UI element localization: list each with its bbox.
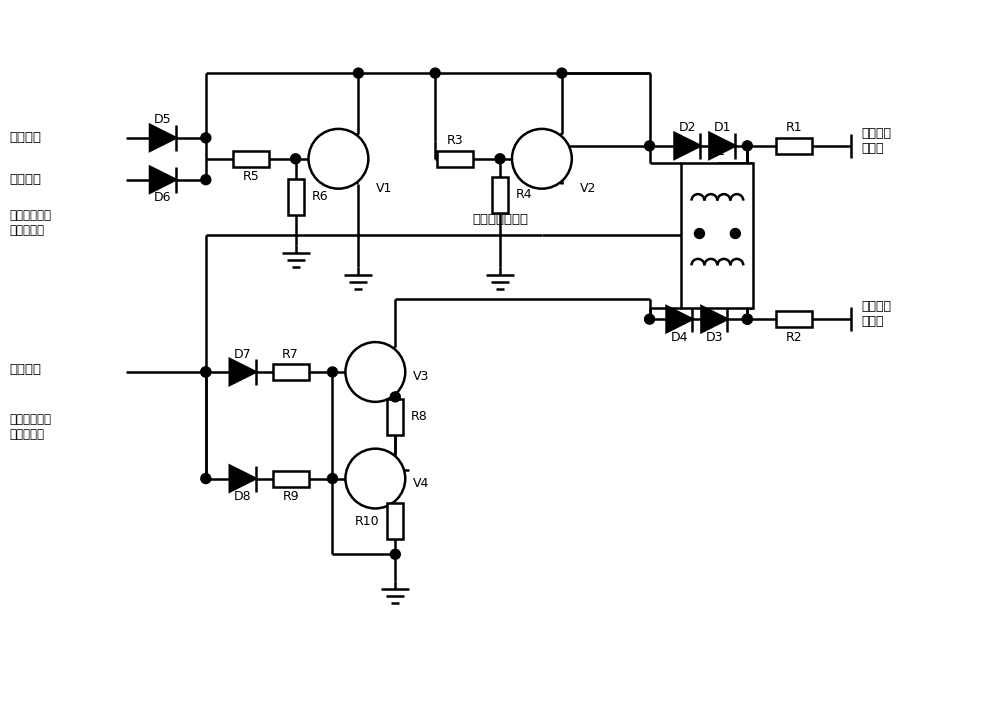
Bar	[437, 150, 473, 166]
Text: R4: R4	[516, 188, 533, 201]
Circle shape	[742, 141, 752, 150]
Text: R5: R5	[242, 170, 259, 183]
Text: D6: D6	[154, 191, 172, 204]
Text: K1: K1	[709, 145, 725, 158]
Circle shape	[345, 449, 405, 508]
Bar	[288, 179, 304, 214]
Circle shape	[201, 473, 211, 483]
Polygon shape	[230, 465, 256, 491]
Circle shape	[645, 141, 655, 150]
Text: R8: R8	[411, 410, 428, 423]
Text: V1: V1	[376, 182, 393, 195]
Text: D8: D8	[234, 490, 252, 503]
Polygon shape	[230, 359, 256, 385]
Text: R9: R9	[282, 490, 299, 503]
Polygon shape	[150, 166, 176, 193]
Bar	[681, 164, 753, 308]
Bar	[387, 504, 403, 539]
Text: R10: R10	[355, 515, 379, 528]
Circle shape	[291, 154, 301, 164]
Circle shape	[201, 367, 211, 377]
Circle shape	[645, 314, 655, 324]
Circle shape	[327, 473, 337, 483]
Text: V2: V2	[580, 182, 596, 195]
Circle shape	[390, 550, 400, 559]
Circle shape	[390, 392, 400, 402]
Circle shape	[742, 314, 752, 324]
Circle shape	[495, 154, 505, 164]
Bar	[273, 364, 309, 380]
Text: 遥控信号: 遥控信号	[9, 364, 41, 377]
Text: R7: R7	[282, 348, 299, 361]
Text: D1: D1	[714, 121, 731, 134]
Text: 火工品电源母线: 火工品电源母线	[472, 212, 528, 225]
Text: （火工品电源
母线断开）: （火工品电源 母线断开）	[9, 413, 51, 441]
Bar	[387, 399, 403, 435]
Text: 继电器线
包电源: 继电器线 包电源	[861, 300, 891, 328]
Circle shape	[327, 367, 337, 377]
Circle shape	[557, 68, 567, 78]
Text: R2: R2	[786, 331, 802, 344]
Text: 程控信号: 程控信号	[9, 132, 41, 145]
Circle shape	[512, 129, 572, 189]
Text: R1: R1	[786, 121, 802, 134]
Circle shape	[201, 133, 211, 142]
Circle shape	[345, 342, 405, 402]
Circle shape	[694, 228, 704, 238]
Bar	[492, 177, 508, 212]
Circle shape	[353, 68, 363, 78]
Circle shape	[742, 314, 752, 324]
Bar	[776, 138, 812, 154]
Bar	[273, 470, 309, 486]
Circle shape	[201, 367, 211, 377]
Text: 遥控信号: 遥控信号	[9, 173, 41, 186]
Polygon shape	[150, 125, 176, 150]
Polygon shape	[667, 306, 692, 332]
Text: D5: D5	[154, 113, 172, 126]
Text: D2: D2	[679, 121, 696, 134]
Polygon shape	[701, 306, 727, 332]
Polygon shape	[709, 133, 735, 158]
Bar	[233, 150, 269, 166]
Circle shape	[730, 228, 740, 238]
Text: D7: D7	[234, 348, 252, 361]
Text: R6: R6	[312, 190, 328, 203]
Text: R3: R3	[447, 134, 463, 148]
Text: D3: D3	[706, 331, 723, 344]
Text: （火工品电源
母线接通）: （火工品电源 母线接通）	[9, 209, 51, 236]
Circle shape	[309, 129, 368, 189]
Polygon shape	[675, 133, 700, 158]
Text: D4: D4	[671, 331, 688, 344]
Bar	[776, 311, 812, 327]
Circle shape	[430, 68, 440, 78]
Circle shape	[201, 174, 211, 185]
Text: 继电器线
包电源: 继电器线 包电源	[861, 126, 891, 155]
Text: V4: V4	[413, 477, 430, 490]
Text: V3: V3	[413, 371, 430, 383]
